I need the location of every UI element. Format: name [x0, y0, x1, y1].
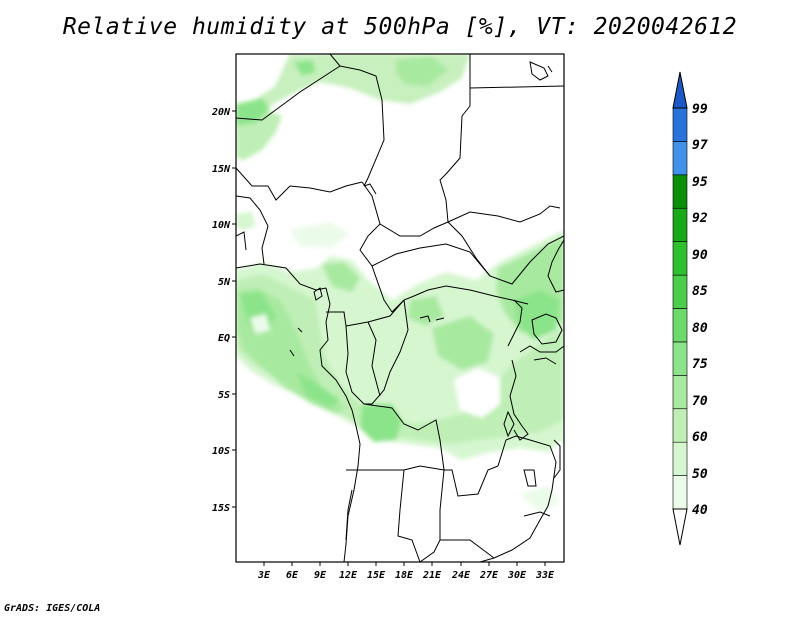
colorbar-label: 75 — [692, 357, 708, 372]
colorbar-segment — [672, 241, 688, 276]
grads-credit: GrADS: IGES/COLA — [4, 603, 101, 614]
lat-label: 10N — [212, 220, 231, 231]
lat-label: 15S — [212, 503, 230, 514]
lon-label: 12E — [339, 570, 358, 581]
lon-label: 33E — [535, 570, 555, 581]
lon-label: 3E — [257, 570, 271, 581]
colorbar-label: 70 — [692, 394, 708, 409]
lat-label: EQ — [218, 333, 230, 344]
longitude-labels: 3E 6E 9E 12E 15E 18E 21E 24E 27E 30E 33E — [257, 570, 555, 581]
colorbar-label: 92 — [692, 211, 708, 226]
colorbar-label: 80 — [692, 321, 708, 336]
colorbar-segment — [672, 207, 688, 242]
colorbar-segment — [672, 141, 688, 176]
lon-label: 24E — [451, 570, 471, 581]
lon-label: 21E — [422, 570, 442, 581]
lon-label: 18E — [395, 570, 414, 581]
latitude-labels: 20N 15N 10N 5N EQ 5S 10S 15S — [211, 107, 231, 514]
map-frame — [235, 53, 565, 563]
lon-label: 6E — [286, 570, 299, 581]
colorbar-label: 99 — [692, 102, 708, 117]
humidity-shading — [236, 54, 564, 512]
colorbar-label: 60 — [692, 430, 708, 445]
lon-label: 15E — [367, 570, 386, 581]
colorbar-segment — [672, 274, 688, 309]
colorbar-label: 90 — [692, 248, 708, 263]
lon-label: 30E — [507, 570, 527, 581]
lat-label: 15N — [212, 164, 231, 175]
lon-label: 27E — [479, 570, 499, 581]
colorbar-segment — [672, 174, 688, 209]
colorbar-label: 50 — [692, 467, 708, 482]
colorbar-bottom-triangle — [672, 508, 688, 546]
lat-label: 5S — [218, 390, 230, 401]
colorbar: 99 97 95 92 90 85 80 75 70 60 50 40 — [672, 71, 708, 546]
colorbar-segment — [672, 475, 688, 510]
lat-label: 20N — [211, 107, 231, 118]
colorbar-top-triangle — [672, 71, 688, 109]
lon-label: 9E — [314, 570, 327, 581]
lat-label: 10S — [212, 446, 230, 457]
colorbar-segment — [672, 408, 688, 443]
colorbar-segment — [672, 308, 688, 343]
colorbar-segment — [672, 375, 688, 410]
colorbar-label: 97 — [692, 138, 708, 153]
colorbar-segment — [672, 441, 688, 476]
country-boundaries — [236, 54, 564, 562]
colorbar-label: 95 — [692, 175, 708, 190]
axis-ticks — [232, 110, 546, 566]
colorbar-segment — [672, 341, 688, 376]
map-title: Relative humidity at 500hPa [%], VT: 202… — [62, 14, 738, 40]
colorbar-label: 40 — [692, 503, 708, 518]
colorbar-segment — [672, 107, 688, 142]
colorbar-segments — [672, 107, 688, 510]
colorbar-label: 85 — [692, 284, 708, 299]
lat-label: 5N — [218, 277, 231, 288]
